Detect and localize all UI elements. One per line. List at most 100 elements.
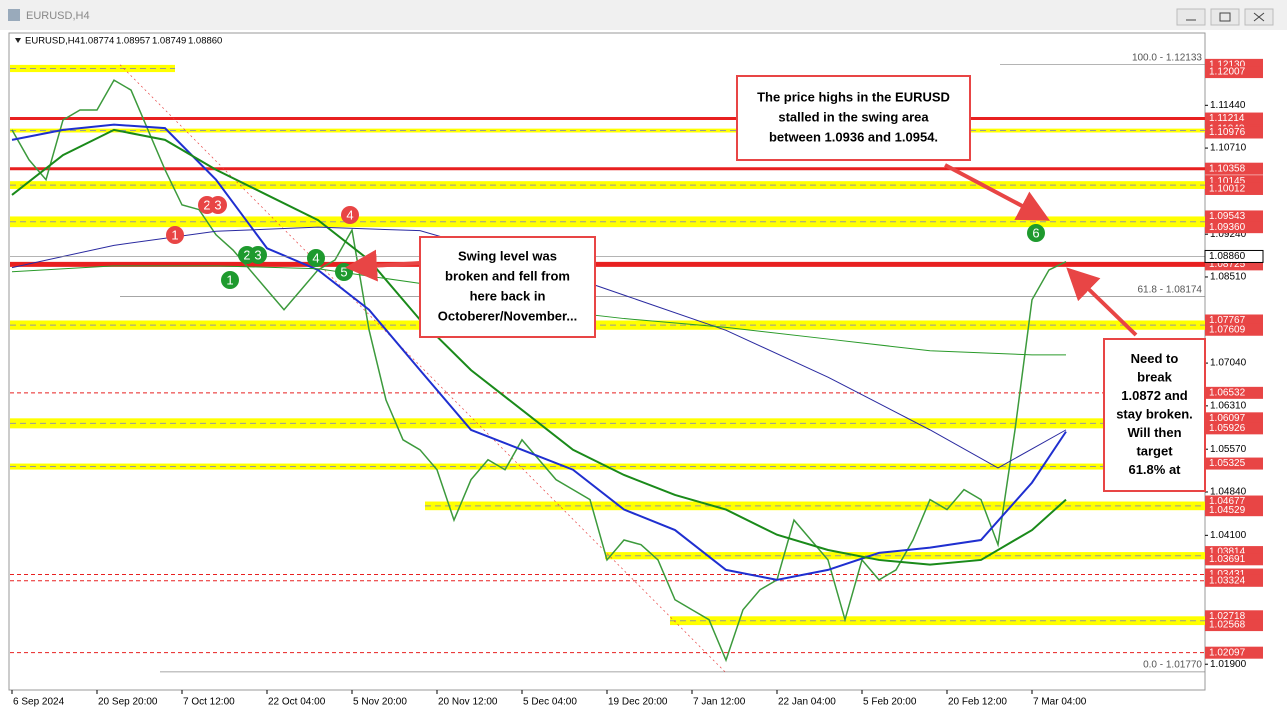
price-label: 1.09360 — [1209, 222, 1246, 233]
x-tick-label: 7 Mar 04:00 — [1033, 697, 1087, 708]
title-bar — [0, 0, 1287, 30]
ohlc-value: 1.08774 — [80, 36, 114, 47]
swing-marker — [209, 196, 227, 214]
window-buttons[interactable] — [1176, 8, 1274, 26]
price-label: 1.12007 — [1209, 67, 1246, 78]
annotation-text: stay broken. — [1116, 406, 1193, 421]
price-label-bg — [1205, 504, 1263, 517]
price-label-bg — [1205, 162, 1263, 175]
annotation-text: broken and fell from — [445, 268, 570, 283]
annotation-text: Will then — [1127, 425, 1181, 440]
swing-marker — [307, 249, 325, 267]
price-label: 1.03691 — [1209, 554, 1246, 565]
price-label: 1.02097 — [1209, 647, 1246, 658]
annotation-text: here back in — [470, 288, 546, 303]
restore-icon — [1219, 12, 1231, 22]
x-tick-label: 5 Feb 20:00 — [863, 697, 917, 708]
symbol-label: EURUSD,H4 — [25, 36, 80, 47]
zone — [10, 320, 1205, 330]
annotation-text: between 1.0936 and 1.0954. — [769, 129, 938, 144]
x-tick-label: 7 Jan 12:00 — [693, 697, 746, 708]
price-label: 1.10012 — [1209, 184, 1246, 195]
price-label: 1.08725 — [1209, 259, 1246, 270]
swing-marker-label: 6 — [1032, 225, 1039, 240]
fib-label: 61.8 - 1.08174 — [1138, 284, 1203, 295]
swing-marker-label: 3 — [254, 247, 261, 262]
x-tick-label: 7 Oct 12:00 — [183, 697, 235, 708]
annotation-text: Octoberer/November... — [438, 308, 577, 323]
price-label-bg — [1205, 66, 1263, 79]
annotation-text: break — [1137, 369, 1172, 384]
annotation-box — [1103, 338, 1206, 492]
price-label: 1.07767 — [1209, 315, 1246, 326]
price-label-bg — [1205, 323, 1263, 336]
y-tick-label: 1.08510 — [1210, 272, 1247, 283]
y-tick-label: 1.06310 — [1210, 400, 1247, 411]
dropdown-icon — [15, 38, 21, 43]
price-label-bg — [1204, 249, 1264, 263]
window-icon — [8, 9, 20, 21]
price-label-bg — [1205, 314, 1263, 327]
price-label-bg — [1205, 126, 1263, 139]
annotation-text: Need to — [1131, 351, 1179, 366]
x-tick-label: 19 Dec 20:00 — [608, 697, 668, 708]
price-label-bg — [1205, 422, 1263, 435]
price-label: 1.11214 — [1209, 113, 1245, 124]
restore-button[interactable] — [1210, 8, 1240, 26]
zone — [670, 616, 1205, 626]
annotation-box — [419, 236, 596, 338]
annotation-text: 61.8% at — [1128, 462, 1181, 477]
swing-marker-label: 2 — [243, 247, 250, 262]
price-label: 1.03324 — [1209, 575, 1246, 586]
price-label: 1.08860 — [1209, 251, 1246, 262]
x-tick-label: 5 Nov 20:00 — [353, 697, 407, 708]
annotation-text: target — [1136, 443, 1173, 458]
swing-marker-label: 1 — [226, 272, 233, 287]
y-tick-label: 1.04100 — [1210, 530, 1247, 541]
minimize-button[interactable] — [1176, 8, 1206, 26]
zone — [10, 128, 1205, 133]
swing-marker — [1027, 224, 1045, 242]
annotation-arrow — [944, 163, 1051, 221]
x-tick-label: 20 Sep 20:00 — [98, 697, 158, 708]
x-tick-label: 20 Feb 12:00 — [948, 697, 1007, 708]
annotation-text: Swing level was — [458, 248, 557, 263]
price-label-bg — [1205, 221, 1263, 234]
y-tick-label: 1.04840 — [1210, 487, 1247, 498]
swing-marker — [221, 271, 239, 289]
price-label-bg — [1205, 457, 1263, 470]
price-label: 1.02568 — [1209, 620, 1246, 631]
price-label-bg — [1205, 619, 1263, 632]
moving-average — [11, 128, 1067, 566]
price-label-bg — [1205, 412, 1263, 425]
window-title: EURUSD,H4 — [26, 10, 90, 22]
swing-marker-label: 3 — [214, 197, 221, 212]
x-tick-label: 20 Nov 12:00 — [438, 697, 498, 708]
price-label: 1.07609 — [1209, 324, 1246, 335]
price-label-bg — [1205, 553, 1263, 566]
x-tick-label: 6 Sep 2024 — [13, 697, 65, 708]
price-label: 1.04677 — [1209, 496, 1246, 507]
price-label: 1.10358 — [1209, 163, 1246, 174]
y-tick-label: 1.07040 — [1210, 358, 1247, 369]
swing-marker-label: 4 — [312, 250, 319, 265]
price-label: 1.06532 — [1209, 387, 1246, 398]
annotation-arrow — [1066, 267, 1138, 337]
zone — [10, 181, 1205, 189]
swing-marker-label: 5 — [340, 264, 347, 279]
swing-marker — [249, 246, 267, 264]
ohlc-value: 1.08860 — [188, 36, 222, 47]
swing-marker-label: 4 — [346, 207, 353, 222]
price-label-bg — [1205, 646, 1263, 659]
annotation-box — [736, 75, 971, 161]
annotation-text: 1.0872 and — [1121, 388, 1188, 403]
price-line — [11, 79, 1067, 663]
fib-label: 100.0 - 1.12133 — [1132, 52, 1202, 63]
annotation-text: stalled in the swing area — [778, 109, 929, 124]
price-label: 1.05325 — [1209, 458, 1246, 469]
price-label-bg — [1205, 210, 1263, 223]
zone — [10, 418, 1205, 429]
price-label: 1.03814 — [1209, 547, 1246, 558]
